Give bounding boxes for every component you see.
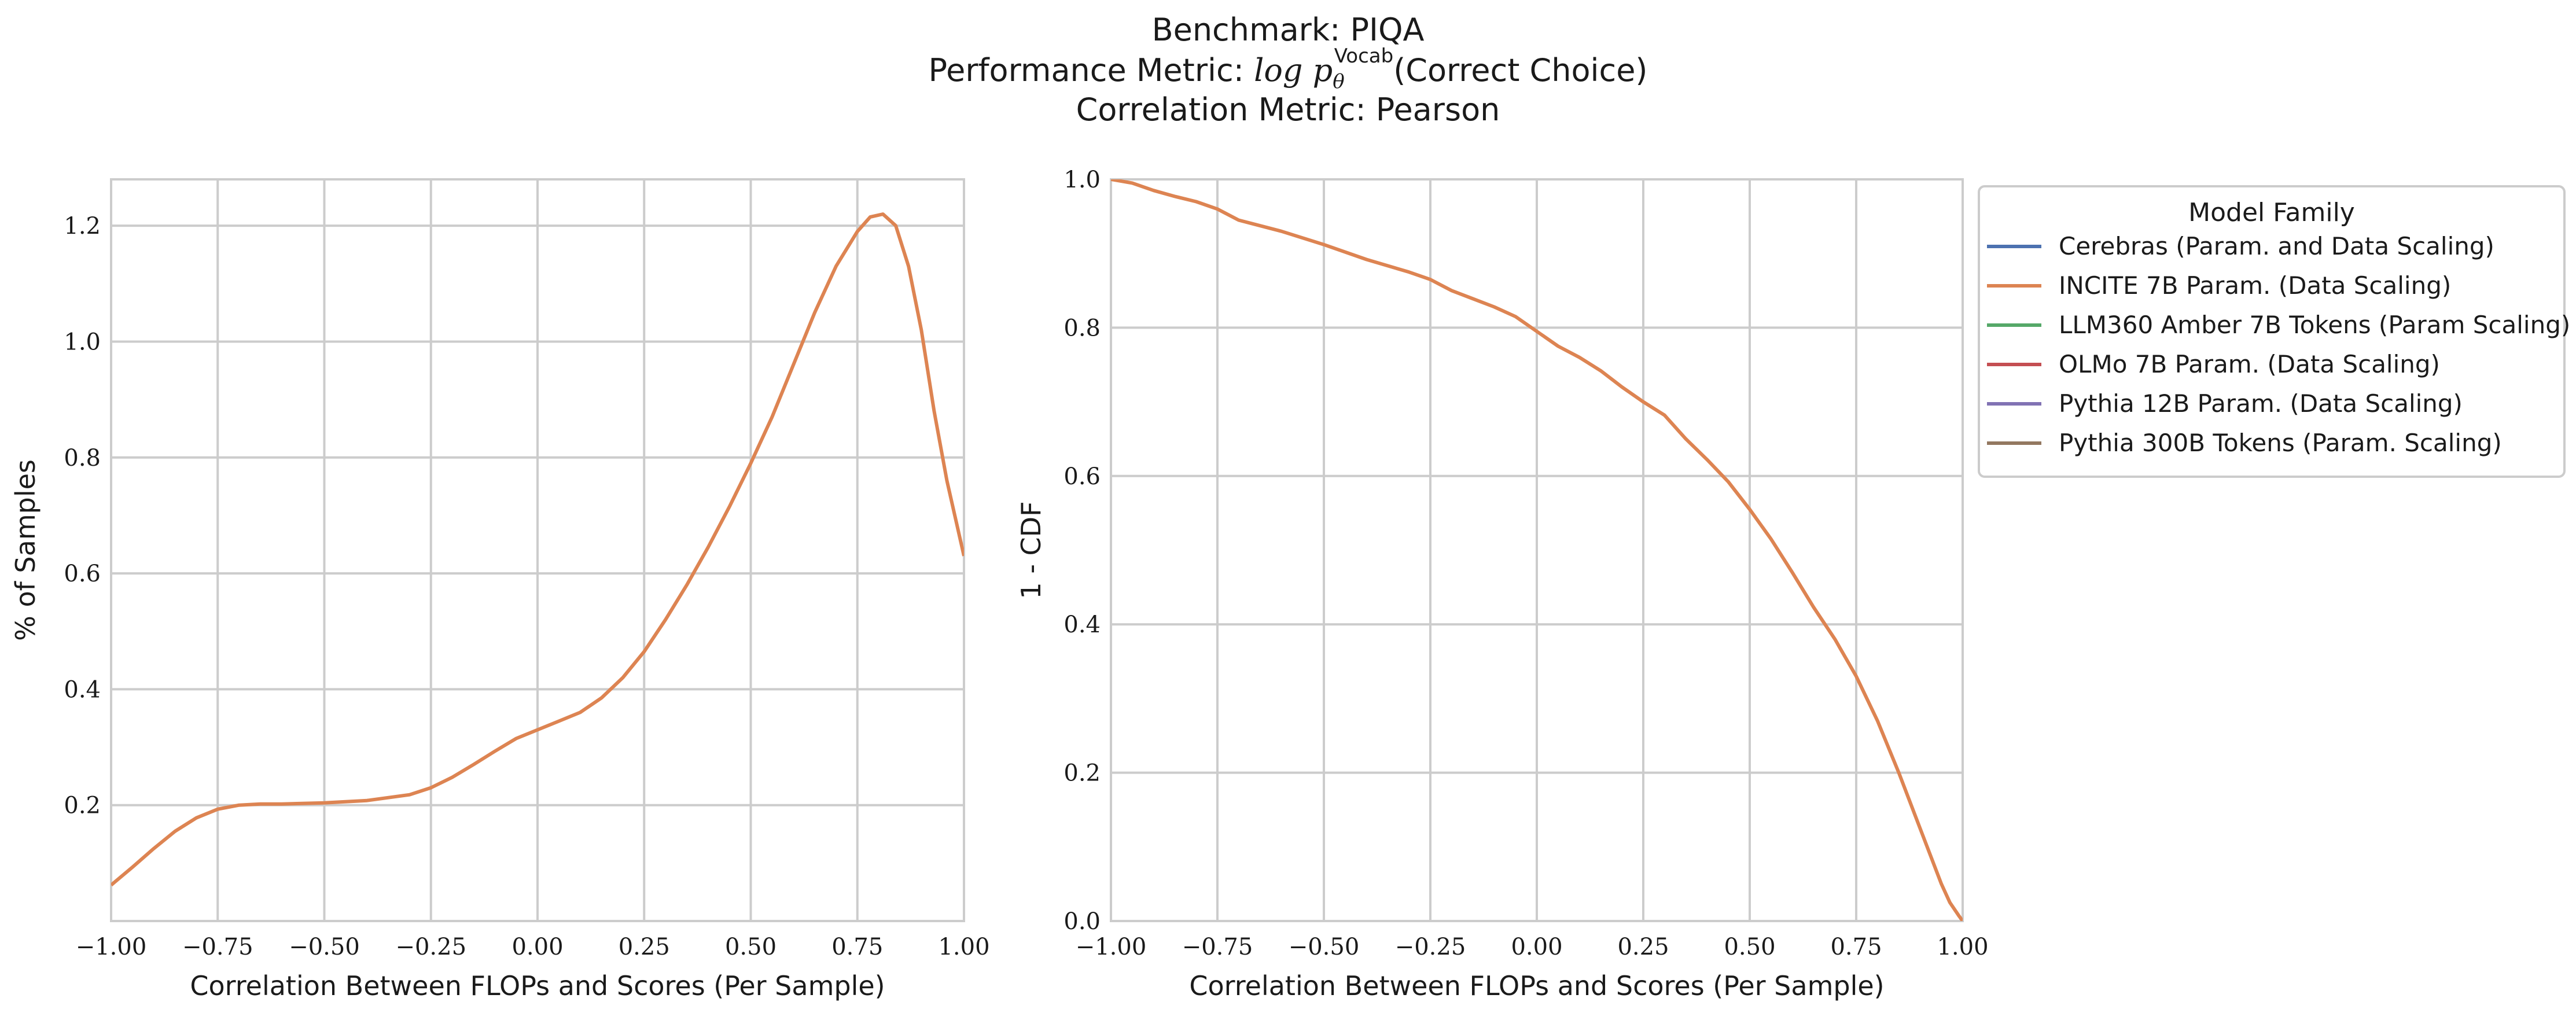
right-x-tick-label: −0.50 — [1289, 934, 1360, 960]
right-x-tick-label: 0.25 — [1617, 934, 1669, 960]
left-x-axis-label: Correlation Between FLOPs and Scores (Pe… — [190, 970, 885, 1001]
right-x-tick-label: 1.00 — [1937, 934, 1988, 960]
left-x-tick-label: 0.25 — [619, 934, 670, 960]
left-x-tick-label: −0.25 — [395, 934, 466, 960]
left-y-tick-label: 0.4 — [64, 676, 101, 703]
right-x-tick-label: −0.25 — [1395, 934, 1466, 960]
left-series-line — [111, 212, 964, 887]
right-y-tick-label: 0.0 — [1063, 908, 1101, 935]
right-y-tick-label: 1.0 — [1063, 167, 1101, 193]
legend-item-label: INCITE 7B Param. (Data Scaling) — [2059, 271, 2451, 300]
right-y-tick-label: 0.6 — [1063, 463, 1101, 490]
title-line-2: Performance Metric: log pθVocab(Correct … — [928, 45, 1647, 93]
figure-title: Benchmark: PIQA Performance Metric: log … — [928, 12, 1647, 128]
legend-item-label: LLM360 Amber 7B Tokens (Param Scaling) — [2059, 311, 2570, 339]
right-plot-frame — [1110, 178, 1964, 922]
right-x-tick-label: −0.75 — [1182, 934, 1253, 960]
title-line-2-prefix: Performance Metric: — [928, 52, 1254, 89]
left-x-tick-label: −0.75 — [182, 934, 253, 960]
right-y-axis-label: 1 - CDF — [1015, 501, 1047, 599]
legend-item-label: Pythia 300B Tokens (Param. Scaling) — [2059, 429, 2502, 457]
right-y-tick-label: 0.8 — [1063, 315, 1101, 341]
right-x-tick-label: −1.00 — [1076, 934, 1147, 960]
legend-item-label: Cerebras (Param. and Data Scaling) — [2059, 232, 2494, 260]
title-line-1: Benchmark: PIQA — [1152, 12, 1425, 48]
left-x-tick-label: 0.50 — [725, 934, 777, 960]
right-panel-cdf: −1.00 −0.75 −0.50 −0.25 0.00 0.25 0.50 0.75 1.00… — [1015, 167, 1989, 1001]
title-math-theta: θ — [1333, 70, 1344, 93]
title-line-3: Correlation Metric: Pearson — [1076, 91, 1500, 128]
right-x-tick-label: 0.75 — [1830, 934, 1882, 960]
left-y-tick-label: 1.2 — [64, 213, 101, 240]
left-y-tick-label: 0.8 — [64, 445, 101, 472]
right-y-tick-label: 0.4 — [1063, 612, 1101, 638]
left-x-tick-label: 0.00 — [511, 934, 563, 960]
left-x-tick-label: 0.75 — [831, 934, 883, 960]
right-x-tick-label: 0.00 — [1511, 934, 1562, 960]
left-panel-kde: −1.00 −0.75 −0.50 −0.25 0.00 0.25 0.50 0.75 1.00… — [10, 178, 990, 1001]
left-y-tick-label: 1.0 — [64, 329, 101, 355]
right-x-axis-label: Correlation Between FLOPs and Scores (Pe… — [1189, 970, 1884, 1001]
legend-box — [1978, 185, 2566, 478]
legend: Model Family Cerebras (Param. and Data Sc… — [1978, 185, 2570, 478]
right-series-line — [1111, 179, 1963, 921]
legend-title: Model Family — [2188, 198, 2355, 227]
left-y-axis-label: % of Samples — [10, 459, 41, 641]
right-y-tick-label: 0.2 — [1063, 760, 1101, 787]
left-x-tick-label: 1.00 — [938, 934, 989, 960]
title-line-2-suffix: (Correct Choice) — [1393, 52, 1647, 89]
legend-item-label: OLMo 7B Param. (Data Scaling) — [2059, 350, 2440, 378]
left-x-tick-label: −1.00 — [76, 934, 147, 960]
title-math-log: log — [1254, 52, 1302, 89]
legend-item-label: Pythia 12B Param. (Data Scaling) — [2059, 389, 2463, 418]
left-y-tick-label: 0.6 — [64, 561, 101, 587]
left-y-tick-label: 0.2 — [64, 793, 101, 819]
title-math-p: p — [1313, 52, 1333, 89]
left-x-tick-label: −0.50 — [289, 934, 360, 960]
title-math-sup: Vocab — [1334, 45, 1394, 68]
right-x-tick-label: 0.50 — [1724, 934, 1775, 960]
